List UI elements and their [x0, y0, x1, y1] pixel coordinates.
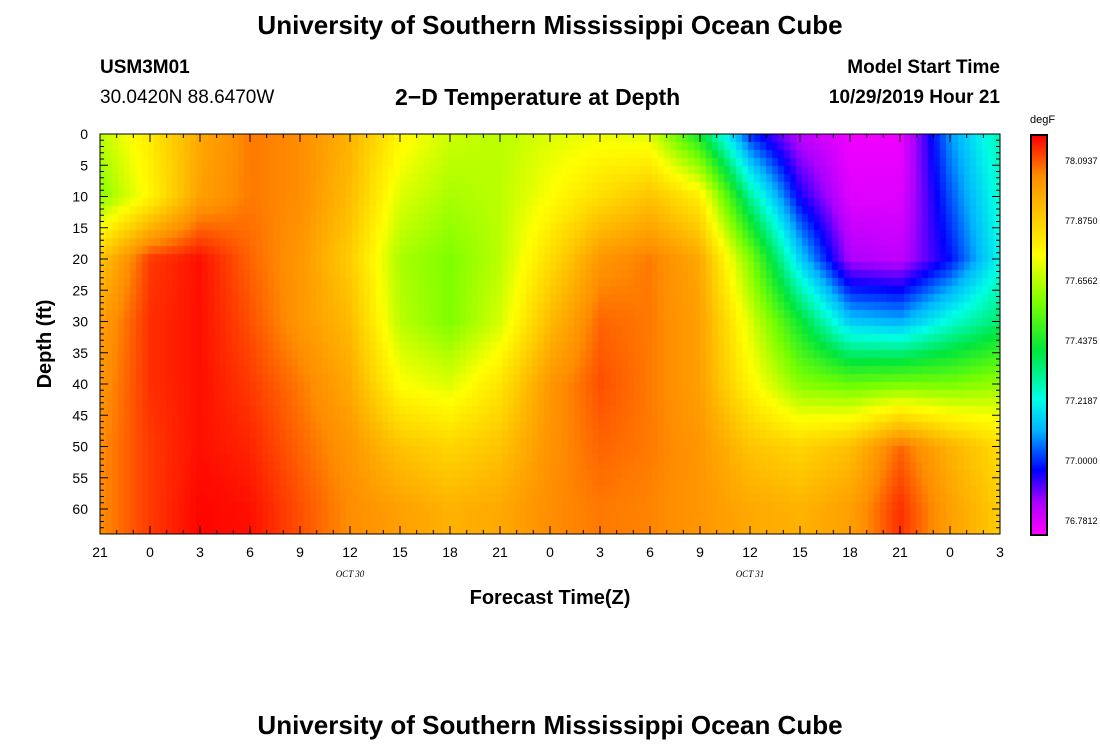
x-tick-label: 21 [92, 544, 108, 560]
x-tick-label: 15 [392, 544, 408, 560]
x-tick-label: 0 [546, 544, 554, 560]
y-tick-label: 40 [72, 376, 88, 392]
x-tick-label: 9 [696, 544, 704, 560]
y-tick-label: 35 [72, 345, 88, 361]
x-tick-label: 18 [842, 544, 858, 560]
y-tick-label: 0 [80, 126, 88, 142]
plot-title: 2−D Temperature at Depth [395, 84, 681, 110]
colorbar-label: 77.0000 [1065, 456, 1098, 466]
footer-title: University of Southern Mississippi Ocean… [257, 710, 843, 740]
x-tick-label: 6 [246, 544, 254, 560]
plot-frame [99, 133, 1001, 535]
station-id: USM3M01 [100, 57, 190, 78]
colorbar [1030, 134, 1048, 536]
x-tick-label: 15 [792, 544, 808, 560]
x-tick-label: 3 [196, 544, 204, 560]
y-tick-label: 45 [72, 407, 88, 423]
x-tick-label: 12 [342, 544, 358, 560]
x-tick-label: 21 [892, 544, 908, 560]
station-coordinates: 30.0420N 88.6470W [100, 87, 275, 108]
colorbar-label: 77.4375 [1065, 336, 1098, 346]
y-tick-label: 10 [72, 189, 88, 205]
x-tick-label: 0 [146, 544, 154, 560]
page-title: University of Southern Mississippi Ocean… [257, 10, 843, 40]
x-tick-label: 18 [442, 544, 458, 560]
y-tick-label: 55 [72, 470, 88, 486]
y-axis-title: Depth (ft) [34, 300, 56, 389]
colorbar-label: 77.6562 [1065, 276, 1098, 286]
x-tick-label: 12 [742, 544, 758, 560]
x-tick-label: 3 [596, 544, 604, 560]
colorbar-label: 76.7812 [1065, 516, 1098, 526]
y-tick-label: 5 [80, 157, 88, 173]
model-start-value: 10/29/2019 Hour 21 [828, 87, 1000, 108]
colorbar-label: 78.0937 [1065, 156, 1098, 166]
y-tick-label: 60 [72, 501, 88, 517]
x-date-label: OCT 30 [336, 569, 365, 579]
x-date-label: OCT 31 [736, 569, 765, 579]
x-axis-title: Forecast Time(Z) [470, 587, 631, 609]
x-tick-label: 0 [946, 544, 954, 560]
y-tick-label: 30 [72, 314, 88, 330]
colorbar-unit: degF [1030, 114, 1056, 126]
temperature-heatmap [100, 134, 1000, 534]
colorbar-label: 77.8750 [1065, 216, 1098, 226]
model-start-label: Model Start Time [847, 57, 1000, 78]
x-tick-label: 3 [996, 544, 1004, 560]
y-tick-label: 50 [72, 439, 88, 455]
x-tick-label: 6 [646, 544, 654, 560]
y-tick-label: 25 [72, 282, 88, 298]
colorbar-label: 77.2187 [1065, 396, 1098, 406]
x-tick-label: 9 [296, 544, 304, 560]
x-tick-label: 21 [492, 544, 508, 560]
y-tick-label: 15 [72, 220, 88, 236]
y-tick-label: 20 [72, 251, 88, 267]
